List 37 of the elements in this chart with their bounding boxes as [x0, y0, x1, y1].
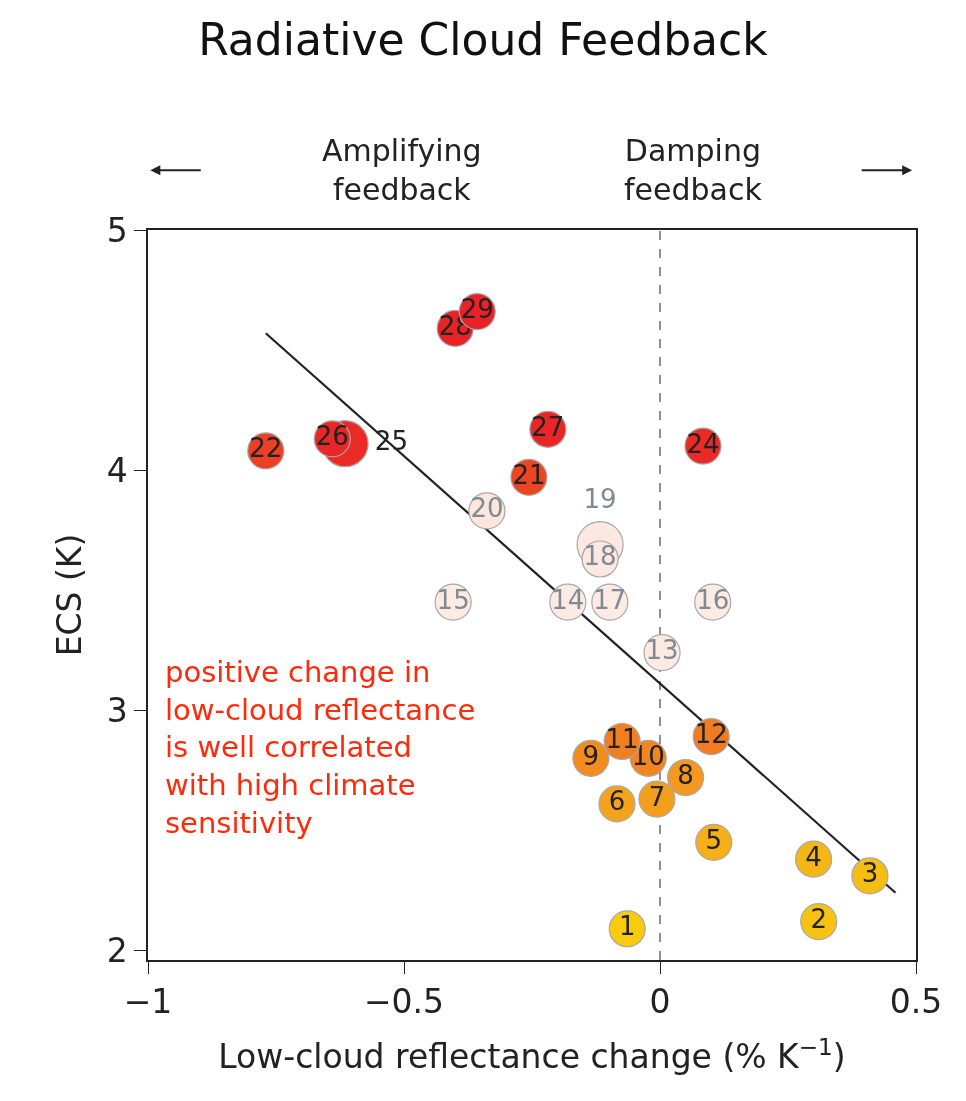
- series-label: 1: [618, 911, 636, 942]
- series-label: 3: [861, 858, 879, 889]
- x-tick-label: −1: [123, 982, 173, 1022]
- y-axis-title: ECS (K): [50, 533, 90, 657]
- series-label: 20: [470, 493, 504, 524]
- text: Amplifying feedback: [322, 133, 482, 207]
- series-label: 9: [582, 740, 600, 771]
- series-label: 21: [512, 459, 546, 490]
- series-label: 16: [696, 584, 730, 615]
- series-label: 2: [810, 904, 827, 935]
- series-label: 26: [315, 421, 349, 452]
- series-label: 5: [705, 824, 723, 855]
- series-label: 6: [608, 786, 626, 817]
- series-label: 7: [648, 781, 666, 812]
- y-tick-label: 4: [106, 450, 128, 490]
- series-label: 18: [583, 541, 617, 572]
- series-label: 12: [694, 719, 728, 750]
- x-tick-label: 0: [649, 982, 671, 1022]
- series-label: 17: [593, 584, 627, 615]
- x-axis-title: Low-cloud reflectance change (% K$^{−1}$): [218, 1033, 846, 1077]
- series-label: 19: [583, 484, 617, 515]
- series-label: 24: [686, 428, 720, 459]
- y-tick-label: 2: [106, 930, 128, 970]
- text: Damping feedback: [624, 133, 763, 207]
- x-tick-label: −0.5: [363, 982, 445, 1022]
- y-tick-label: 3: [106, 690, 128, 730]
- series-label: 8: [677, 760, 694, 790]
- chart-title: Radiative Cloud Feedback: [198, 14, 769, 66]
- annotation: positive change in low-cloud reflectance is well correlated with high climate sensitivity: [165, 655, 476, 840]
- series-label: 22: [249, 433, 283, 464]
- series-label: 27: [531, 411, 565, 442]
- series-label: 13: [645, 635, 679, 666]
- x-tick-label: 0.5: [889, 982, 943, 1022]
- series-label: 15: [436, 584, 470, 615]
- series-label: 14: [551, 584, 585, 615]
- y-tick-label: 5: [106, 210, 128, 250]
- series-label: 4: [805, 841, 822, 872]
